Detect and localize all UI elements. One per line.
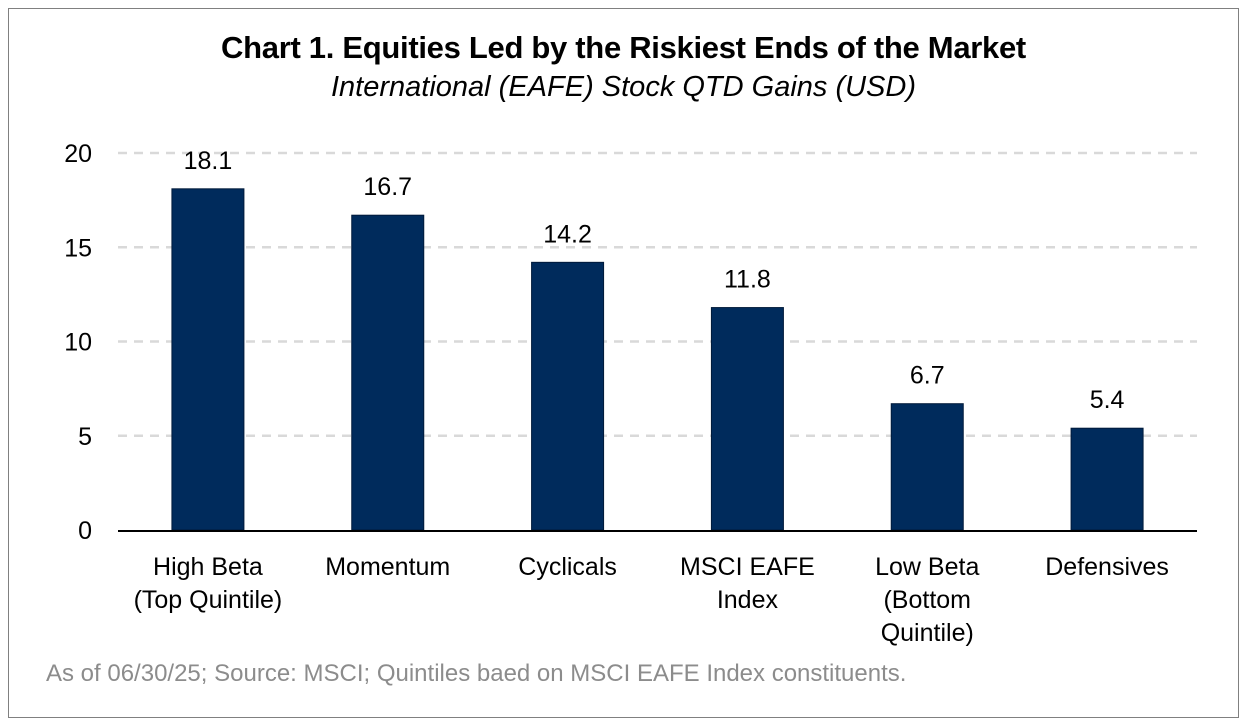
y-tick-label: 20: [64, 140, 92, 168]
x-tick-label: (Top Quintile): [134, 586, 283, 614]
x-tick-label: High Beta: [153, 553, 263, 581]
bar: [171, 188, 245, 531]
y-tick-label: 0: [78, 517, 92, 545]
source-footnote: As of 06/30/25; Source: MSCI; Quintiles …: [46, 660, 907, 687]
y-tick-label: 5: [78, 423, 92, 451]
y-tick-label: 15: [64, 234, 92, 262]
data-label: 6.7: [910, 362, 945, 390]
x-tick-label: Index: [717, 586, 779, 614]
bar: [890, 403, 964, 531]
data-label: 14.2: [543, 220, 592, 248]
x-tick-label: Momentum: [325, 553, 450, 581]
chart-subtitle: International (EAFE) Stock QTD Gains (US…: [331, 71, 916, 103]
x-tick-label: Quintile): [881, 619, 974, 647]
bar: [531, 261, 605, 531]
x-tick-label: Low Beta: [875, 553, 979, 581]
data-label: 18.1: [184, 147, 233, 175]
x-tick-label: MSCI EAFE: [680, 553, 815, 581]
x-tick-label: Defensives: [1045, 553, 1169, 581]
data-label: 16.7: [363, 173, 412, 201]
bar: [1070, 427, 1144, 531]
data-label: 5.4: [1090, 386, 1125, 414]
data-label: 11.8: [724, 266, 771, 294]
x-tick-label: (Bottom: [883, 586, 971, 614]
bar: [710, 307, 784, 531]
bar: [351, 214, 425, 531]
y-tick-label: 10: [64, 329, 92, 357]
x-tick-label: Cyclicals: [518, 553, 617, 581]
chart-title: Chart 1. Equities Led by the Riskiest En…: [221, 30, 1026, 65]
